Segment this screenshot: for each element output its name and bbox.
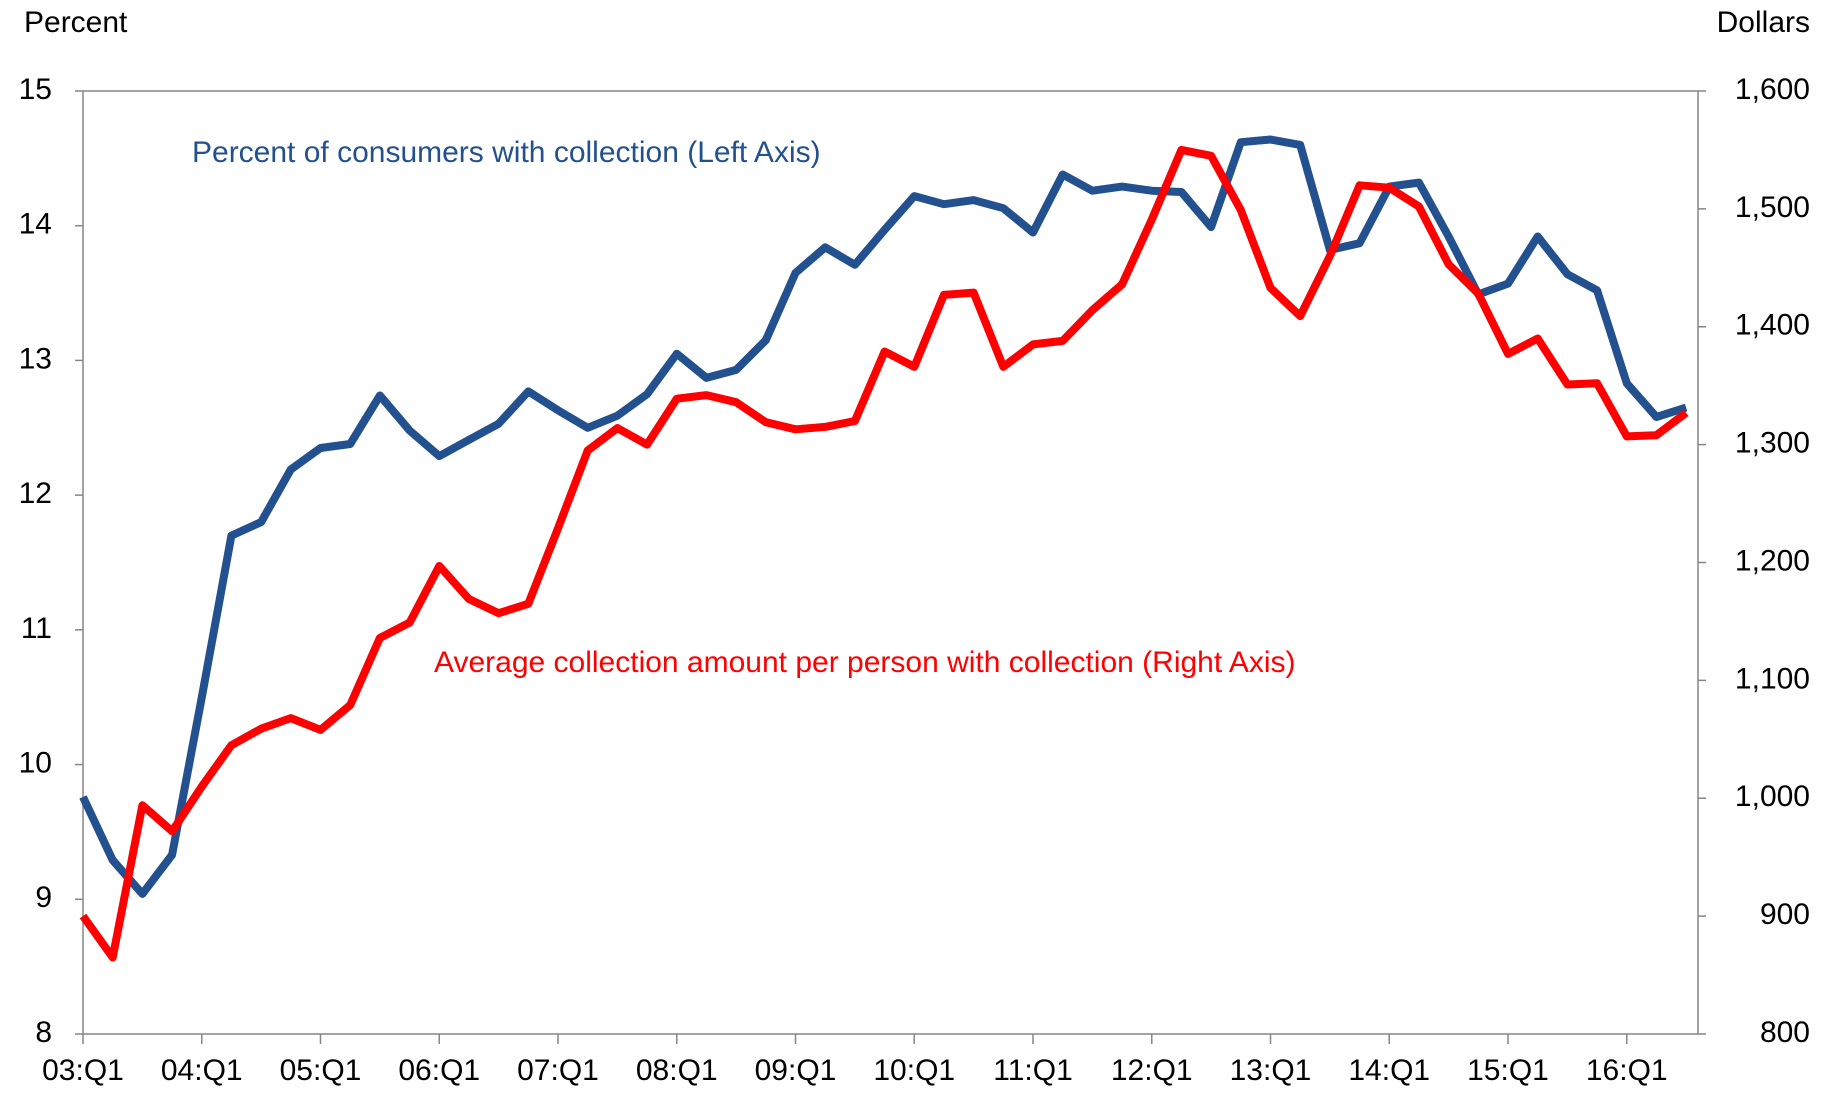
x-tick-label: 04:Q1 bbox=[161, 1054, 243, 1087]
x-tick-label: 09:Q1 bbox=[755, 1054, 837, 1087]
y2-tick-label: 800 bbox=[1760, 1016, 1810, 1049]
y-axis-title: Percent bbox=[24, 6, 128, 39]
plot-frame bbox=[82, 90, 1699, 1035]
x-tick-label: 15:Q1 bbox=[1467, 1054, 1549, 1087]
x-tick-label: 08:Q1 bbox=[636, 1054, 718, 1087]
x-tick-label: 12:Q1 bbox=[1111, 1054, 1193, 1087]
y2-tick-label: 1,200 bbox=[1735, 544, 1810, 577]
x-tick-label: 13:Q1 bbox=[1230, 1054, 1312, 1087]
y-tick-label: 14 bbox=[19, 208, 52, 241]
y2-tick-label: 1,000 bbox=[1735, 780, 1810, 813]
x-tick-label: 11:Q1 bbox=[993, 1054, 1073, 1087]
y2-axis-title: Dollars bbox=[1717, 6, 1810, 39]
y2-tick-label: 1,300 bbox=[1735, 427, 1810, 460]
series-label: Percent of consumers with collection (Le… bbox=[192, 136, 821, 169]
y2-tick-label: 1,400 bbox=[1735, 309, 1810, 342]
x-tick-label: 03:Q1 bbox=[42, 1054, 124, 1087]
x-tick-label: 16:Q1 bbox=[1586, 1054, 1668, 1087]
series-line bbox=[79, 135, 1688, 898]
y-tick-label: 8 bbox=[35, 1016, 52, 1049]
y2-tick-label: 1,100 bbox=[1735, 662, 1810, 695]
x-tick-label: 06:Q1 bbox=[398, 1054, 480, 1087]
series-line bbox=[79, 145, 1689, 962]
y2-tick-label: 900 bbox=[1760, 898, 1810, 931]
x-tick-label: 14:Q1 bbox=[1348, 1054, 1430, 1087]
y-tick-label: 9 bbox=[35, 881, 52, 914]
x-tick-label: 05:Q1 bbox=[280, 1054, 362, 1087]
y-tick-label: 13 bbox=[19, 342, 52, 375]
y2-tick-label: 1,600 bbox=[1735, 73, 1810, 106]
y-tick-label: 10 bbox=[19, 746, 52, 779]
y-tick-label: 15 bbox=[19, 73, 52, 106]
y-tick-label: 11 bbox=[21, 612, 52, 645]
y2-tick-label: 1,500 bbox=[1735, 191, 1810, 224]
x-tick-label: 10:Q1 bbox=[873, 1054, 955, 1087]
x-tick-label: 07:Q1 bbox=[517, 1054, 599, 1087]
series-label: Average collection amount per person wit… bbox=[434, 646, 1296, 679]
y-tick-label: 12 bbox=[19, 477, 52, 510]
